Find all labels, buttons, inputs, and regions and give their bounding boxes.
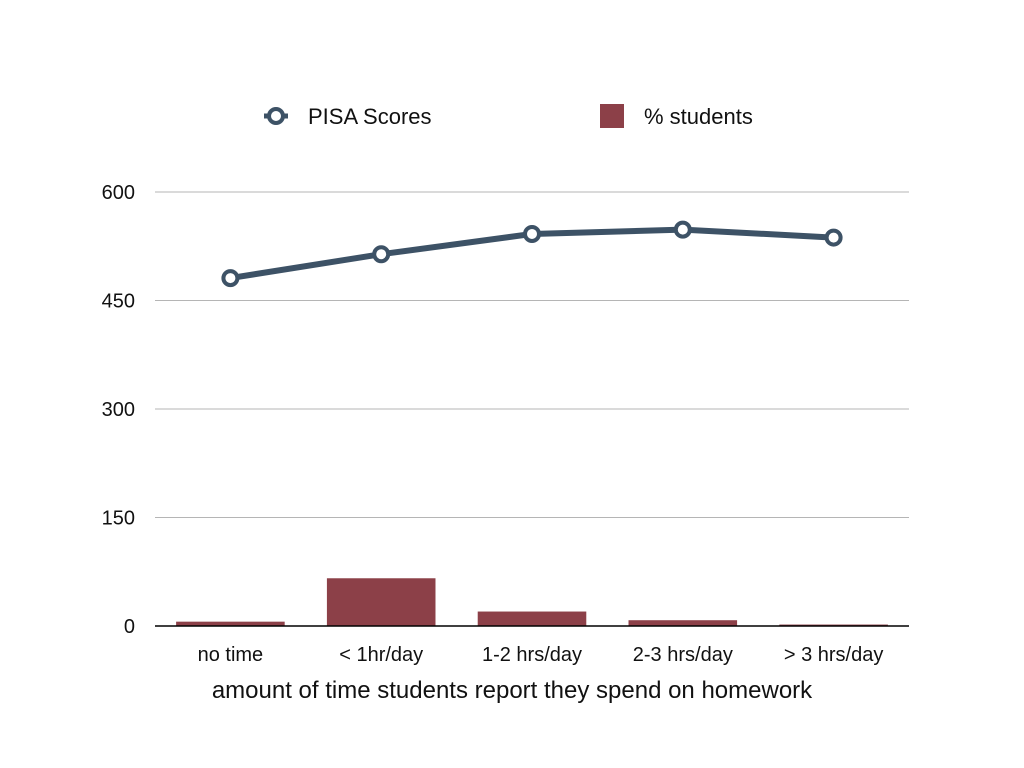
x-axis-ticks: no time < 1hr/day 1-2 hrs/day 2-3 hrs/day > … <box>198 644 884 666</box>
legend-label-pisa-scores: PISA Scores <box>308 104 432 129</box>
pisa-score-point <box>824 228 843 247</box>
grid <box>155 191 909 518</box>
pisa-score-point <box>673 220 692 239</box>
pisa-score-point <box>523 224 541 243</box>
y-tick-label: 300 <box>102 399 135 421</box>
x-tick-label: 1-2 hrs/day <box>482 644 582 666</box>
legend-label-percent-students: % students <box>644 104 753 129</box>
y-tick-label: 450 <box>102 291 135 313</box>
bar-percent-students <box>176 621 285 626</box>
x-tick-label: no time <box>198 644 264 666</box>
y-tick-label: 0 <box>124 616 135 638</box>
pisa-line <box>221 220 843 288</box>
legend-marker-swatch <box>267 107 285 125</box>
bar-percent-students <box>477 611 587 626</box>
legend: PISA Scores % students <box>264 104 753 129</box>
y-axis-ticks: 0 150 300 450 600 <box>102 182 135 638</box>
legend-bar-swatch <box>600 104 624 128</box>
pisa-score-point <box>372 245 391 264</box>
y-tick-label: 150 <box>102 508 135 530</box>
bars <box>176 578 888 626</box>
pisa-score-point <box>221 269 240 288</box>
y-tick-label: 600 <box>102 182 135 204</box>
x-tick-label: > 3 hrs/day <box>784 644 884 666</box>
bar-percent-students <box>628 620 738 626</box>
x-axis-label: amount of time students report they spen… <box>212 677 813 704</box>
legend-item-percent-students: % students <box>600 104 753 129</box>
bar-percent-students <box>326 578 436 626</box>
x-tick-label: < 1hr/day <box>339 644 423 666</box>
x-tick-label: 2-3 hrs/day <box>633 644 733 666</box>
legend-item-pisa-scores: PISA Scores <box>264 104 432 129</box>
